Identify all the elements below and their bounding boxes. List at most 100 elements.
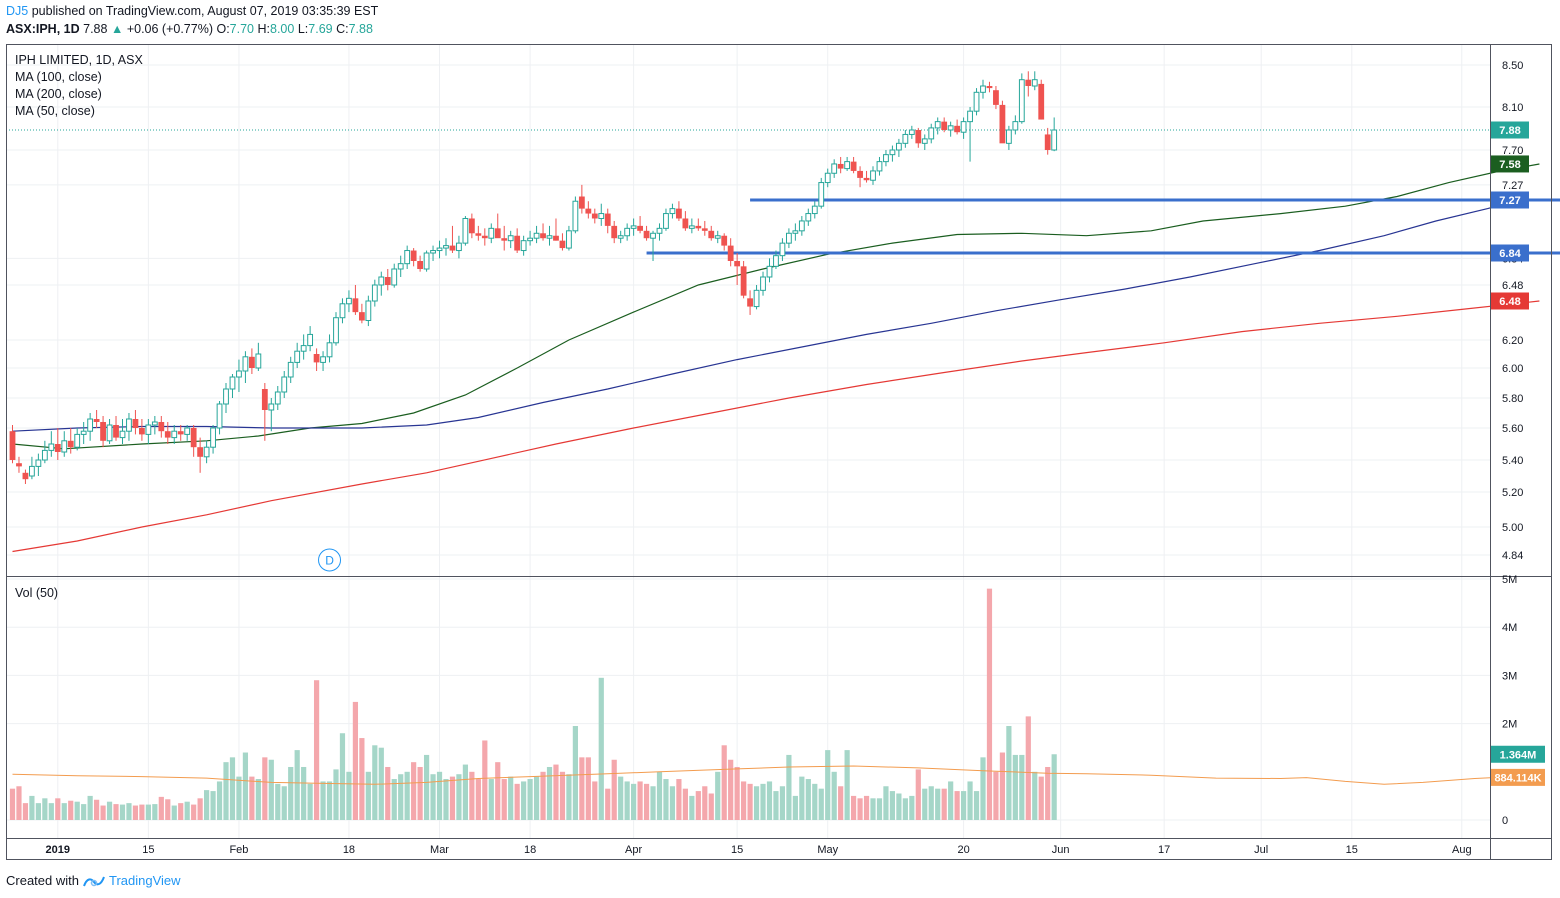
volume-bar	[669, 786, 676, 820]
candle-body-down	[695, 225, 702, 229]
support-resistance-lines	[646, 198, 1560, 255]
volume-bar	[999, 752, 1006, 820]
candle-body-up	[928, 127, 935, 140]
candle-body-down	[993, 90, 999, 105]
candle-body-down	[100, 422, 106, 441]
open-label: O:	[216, 22, 230, 36]
legend-volume: Vol (50)	[15, 586, 58, 600]
volume-bar	[301, 766, 307, 820]
candlestick-chart[interactable]: 8.50 8.10 7.70 7.27 6.84 6.48 6.20 6.00 5.80 5.60…	[0, 0, 1560, 870]
tradingview-logo-icon[interactable]	[83, 874, 105, 888]
volume-bar	[728, 759, 734, 820]
candle-body-down	[682, 218, 689, 229]
candle-body-up	[656, 227, 663, 234]
author-name[interactable]: DJ5	[6, 4, 29, 18]
volume-bar	[579, 757, 585, 820]
volume-bar	[689, 795, 695, 820]
candle-body-up	[630, 225, 637, 229]
candle-body-up	[255, 353, 262, 369]
volume-bar	[307, 783, 313, 820]
candle-body-down	[449, 245, 456, 251]
candle-body-up	[268, 403, 275, 411]
candle-body-up	[811, 205, 818, 215]
volume-bar	[385, 766, 391, 820]
candle-body-down	[177, 431, 184, 435]
price-axis-label: 6.48	[1499, 296, 1520, 308]
chart-grid	[6, 44, 1490, 838]
candle-body-down	[190, 428, 197, 448]
close-value: 7.88	[348, 22, 373, 36]
candle-body-up	[1051, 129, 1058, 151]
candle-body-up	[902, 133, 909, 144]
volume-bar	[152, 804, 158, 820]
legend-ma100: MA (100, close)	[15, 70, 102, 84]
volume-bar	[851, 795, 857, 820]
price-axis-label-bg	[1491, 155, 1529, 173]
legend-ma50: MA (50, close)	[15, 104, 95, 118]
volume-bar	[456, 774, 462, 820]
candle-body-down	[941, 121, 948, 130]
candle-body-up	[274, 391, 281, 405]
candle-body-down	[410, 250, 417, 261]
volume-tick-label: 2M	[1502, 719, 1517, 731]
volume-bar	[9, 788, 16, 820]
candle-body-down	[67, 440, 74, 448]
candle-body-up	[798, 220, 805, 232]
volume-bar	[113, 804, 119, 820]
volume-bar	[844, 750, 850, 820]
tradingview-brand[interactable]: TradingView	[108, 873, 181, 888]
volume-bar	[469, 771, 475, 820]
price-axis-label: 7.58	[1499, 159, 1520, 171]
candle-body-down	[501, 238, 508, 241]
open-value: 7.70	[229, 22, 255, 36]
volume-bar	[909, 795, 915, 820]
candle-body-up	[300, 345, 307, 352]
close-label: C:	[336, 22, 349, 36]
volume-bar	[1025, 716, 1031, 820]
candle-body-up	[520, 240, 527, 252]
volume-bar	[973, 791, 980, 820]
candle-body-up	[378, 276, 385, 286]
candle-body-up	[80, 430, 87, 435]
candle-body-down	[553, 235, 559, 241]
publish-text: published on TradingView.com, August 07,…	[31, 4, 379, 18]
candle-body-up	[74, 433, 81, 448]
candle-body-up	[818, 182, 825, 207]
candle-body-down	[740, 266, 747, 296]
volume-bar	[1006, 726, 1012, 820]
candle-body-down	[16, 463, 22, 467]
time-tick-label: 18	[524, 844, 536, 856]
candle-body-up	[669, 208, 676, 215]
candle-body-up	[145, 424, 152, 435]
volume-bar	[708, 793, 714, 820]
candle-body-up	[714, 235, 721, 239]
volume-bar	[876, 798, 883, 820]
volume-bar	[501, 779, 507, 820]
candle-body-down	[158, 422, 165, 432]
volume-bar	[482, 740, 488, 820]
volume-bar	[158, 796, 164, 820]
volume-bar	[812, 783, 818, 820]
candle-body-down	[139, 428, 145, 435]
volume-axis-label-bg	[1491, 768, 1545, 786]
volume-bar	[948, 781, 954, 820]
ma200-line	[12, 300, 1540, 553]
candle-body-up	[106, 424, 113, 442]
candle-body-up	[650, 232, 656, 239]
volume-bar	[365, 771, 371, 820]
dividend-marker[interactable]: D	[318, 548, 342, 572]
dividend-circle-icon[interactable]	[318, 548, 342, 572]
candle-body-up	[430, 250, 436, 254]
time-tick-label: Jun	[1052, 844, 1070, 856]
candle-body-down	[986, 86, 993, 89]
volume-bar	[650, 786, 656, 820]
candle-body-up	[786, 232, 792, 244]
candle-body-up	[119, 430, 126, 439]
up-triangle-icon: ▲	[110, 22, 124, 36]
volume-bar	[288, 766, 294, 820]
volume-bar	[339, 733, 346, 820]
price-change: +0.06 (+0.77%)	[126, 22, 213, 36]
volume-bar	[702, 786, 708, 820]
candle-body-down	[604, 213, 611, 226]
candle-body-up	[908, 129, 915, 135]
